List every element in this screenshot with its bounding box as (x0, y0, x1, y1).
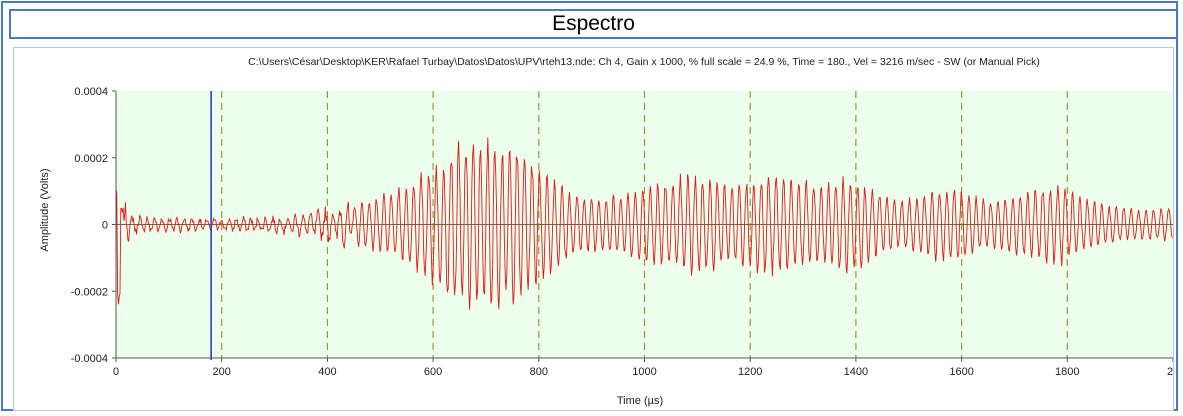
chart-title: C:\Users\César\Desktop\KER\Rafael Turbay… (248, 56, 1040, 68)
x-tick-label: 800 (530, 366, 548, 378)
signal-layer (115, 91, 1173, 360)
waveform-chart: C:\Users\César\Desktop\KER\Rafael Turbay… (39, 56, 1173, 407)
x-tick-label: 200 (213, 366, 231, 378)
y-tick-label: 0.0002 (74, 153, 108, 165)
tick-labels: 0 200 400 600 800 1000 1200 1400 1600 1800 2 0.0004… (71, 86, 1173, 378)
x-tick-label: 1400 (844, 366, 868, 378)
x-axis-label: Time (µs) (617, 395, 663, 407)
x-tick-label: 600 (424, 366, 442, 378)
y-axis-label: Amplitude (Volts) (39, 168, 51, 251)
chart-panel: C:\Users\César\Desktop\KER\Rafael Turbay… (13, 47, 1174, 411)
x-tick-label: 0 (113, 366, 119, 378)
x-tick-label: 1600 (949, 366, 973, 378)
y-tick-label: -0.0002 (71, 286, 108, 298)
signal-series-line (115, 137, 1173, 310)
x-tick-label: 1000 (632, 366, 656, 378)
x-tick-label: 2 (1167, 366, 1173, 378)
y-tick-label: 0.0004 (74, 86, 108, 98)
y-tick-label: 0 (102, 220, 108, 232)
y-tick-label: -0.0004 (71, 353, 108, 365)
x-tick-label: 400 (318, 366, 336, 378)
window-title: Espectro (9, 9, 1178, 39)
x-tick-label: 1200 (738, 366, 762, 378)
x-tick-label: 1800 (1055, 366, 1079, 378)
